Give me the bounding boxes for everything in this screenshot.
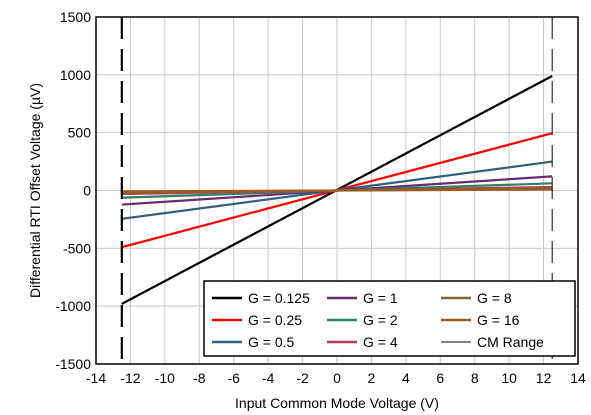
y-tick-label: -1500 xyxy=(55,356,91,372)
series-line xyxy=(121,188,553,193)
x-tick-label: 14 xyxy=(570,370,586,386)
x-tick-label: 8 xyxy=(471,370,479,386)
legend-label: G = 4 xyxy=(363,334,398,350)
legend-label: G = 16 xyxy=(477,312,520,328)
legend-label: G = 0.25 xyxy=(248,312,302,328)
y-tick-label: 500 xyxy=(68,125,92,141)
series-lines xyxy=(121,75,553,305)
x-tick-label: 12 xyxy=(536,370,552,386)
x-tick-label: -14 xyxy=(86,370,106,386)
legend-label: CM Range xyxy=(477,334,544,350)
legend-label: G = 8 xyxy=(477,290,512,306)
legend-label: G = 0.125 xyxy=(248,290,310,306)
plot-frame xyxy=(95,16,579,365)
legend: G = 0.125 G = 1 G = 8 G = 0.25 G = 2 G = 16 G … xyxy=(203,280,576,357)
x-tick-label: 6 xyxy=(436,370,444,386)
y-tick-label: 1000 xyxy=(60,67,91,83)
x-tick-labels: -14 -12 -10 -8 -6 -4 -2 0 2 4 6 8 10 12 14 xyxy=(86,370,586,386)
y-tick-labels: -1500 -1000 -500 0 500 1000 1500 xyxy=(55,9,91,372)
x-tick-label: -12 xyxy=(120,370,140,386)
y-tick-label: 1500 xyxy=(60,9,91,25)
y-tick-label: -500 xyxy=(63,240,91,256)
y-tick-label: -1000 xyxy=(55,298,91,314)
legend-label: G = 1 xyxy=(363,290,398,306)
legend-label: G = 2 xyxy=(363,312,398,328)
x-tick-label: -6 xyxy=(227,370,240,386)
y-axis-title: Differential RTI Offset Voltage (µV) xyxy=(27,83,43,298)
x-tick-label: -8 xyxy=(193,370,206,386)
x-tick-label: 0 xyxy=(333,370,341,386)
legend-box xyxy=(203,280,576,357)
x-tick-label: -2 xyxy=(296,370,309,386)
x-tick-label: 4 xyxy=(402,370,410,386)
x-tick-label: -4 xyxy=(262,370,275,386)
x-tick-label: 10 xyxy=(501,370,517,386)
x-tick-label: 2 xyxy=(368,370,376,386)
y-tick-label: 0 xyxy=(83,183,91,199)
x-tick-label: -10 xyxy=(155,370,175,386)
x-axis-title: Input Common Mode Voltage (V) xyxy=(235,395,439,411)
legend-label: G = 0.5 xyxy=(248,334,295,350)
